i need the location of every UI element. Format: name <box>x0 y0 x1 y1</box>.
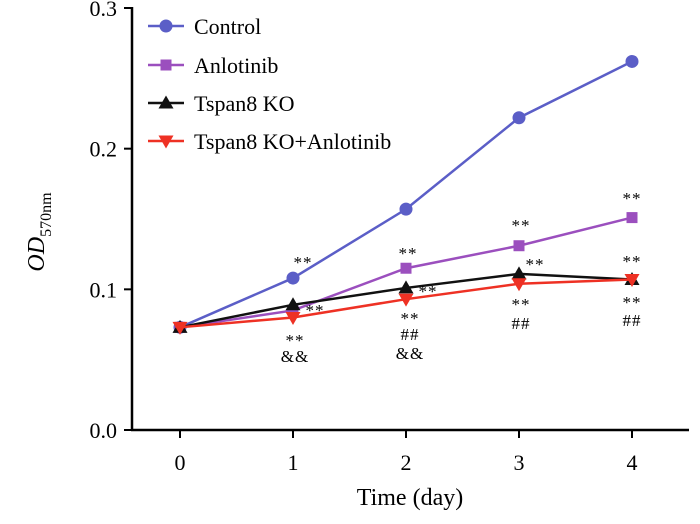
data-point <box>400 262 412 274</box>
x-ticks: 0 1 2 3 4 <box>175 430 638 475</box>
axes <box>130 7 689 432</box>
legend-swatch-marker <box>158 135 174 149</box>
y-ticks: 0.0 0.1 0.2 0.3 <box>90 0 132 443</box>
legend-item: Tspan8 KO <box>148 91 295 116</box>
y-tick-label: 0.3 <box>90 0 118 21</box>
significance-annotation: ** <box>306 301 325 320</box>
legend-swatch-marker <box>160 59 172 71</box>
legend-label: Control <box>194 14 261 39</box>
x-tick-label: 1 <box>288 450 299 475</box>
legend-label: Tspan8 KO <box>194 91 295 116</box>
significance-annotation: ** <box>401 309 420 328</box>
y-tick-label: 0.0 <box>90 418 118 443</box>
x-tick-label: 2 <box>401 450 412 475</box>
y-tick-label: 0.2 <box>90 137 118 162</box>
data-point <box>398 280 414 294</box>
significance-annotation: ** <box>512 295 531 314</box>
significance-annotation: && <box>396 344 424 363</box>
data-point <box>512 111 526 125</box>
series-tspan8-ko-anlotinib <box>172 273 640 335</box>
legend-item: Anlotinib <box>148 53 278 78</box>
x-tick-label: 3 <box>514 450 525 475</box>
significance-annotation: && <box>281 347 309 366</box>
significance-annotation: ** <box>623 293 642 312</box>
data-point <box>287 304 299 316</box>
data-point <box>625 54 639 68</box>
data-point <box>286 271 300 285</box>
legend-item: Tspan8 KO+Anlotinib <box>148 129 391 154</box>
legend-swatch-marker <box>158 95 174 109</box>
legend-label: Tspan8 KO+Anlotinib <box>194 129 391 154</box>
significance-annotation: ** <box>623 189 642 208</box>
significance-annotation: ** <box>419 282 438 301</box>
y-axis-title: OD570nm <box>24 192 55 272</box>
data-point <box>285 311 301 325</box>
significance-annotation: ## <box>401 325 420 344</box>
data-point <box>172 321 188 335</box>
data-point <box>398 293 414 307</box>
significance-annotation: ** <box>399 244 418 263</box>
legend-item: Control <box>148 14 261 39</box>
significance-annotation: ** <box>526 255 545 274</box>
x-tick-label: 0 <box>175 450 186 475</box>
significance-annotation: ## <box>623 311 642 330</box>
legend-swatch-marker <box>159 19 173 33</box>
significance-annotation: ** <box>623 252 642 271</box>
significance-annotation: ** <box>294 253 313 272</box>
data-point <box>285 297 301 311</box>
data-point <box>624 273 640 287</box>
x-axis-title: Time (day) <box>357 485 463 511</box>
data-point <box>511 266 527 280</box>
significance-annotation: ** <box>286 331 305 350</box>
series-layer <box>172 54 640 335</box>
data-point <box>399 202 413 216</box>
significance-annotation: ## <box>512 314 531 333</box>
x-tick-label: 4 <box>627 450 638 475</box>
y-axis-title-main: OD <box>24 237 50 272</box>
significance-annotations: ******&&******##&&******##******## <box>281 189 642 366</box>
data-point <box>626 212 638 224</box>
significance-annotation: ** <box>512 216 531 235</box>
data-point <box>513 240 525 252</box>
y-tick-label: 0.1 <box>90 277 118 302</box>
data-point <box>511 278 527 292</box>
legend: Control Anlotinib Tspan8 KO Tspan8 KO+Anlot… <box>148 14 391 154</box>
legend-label: Anlotinib <box>194 53 278 78</box>
y-axis-title-subscript: 570nm <box>38 192 55 237</box>
